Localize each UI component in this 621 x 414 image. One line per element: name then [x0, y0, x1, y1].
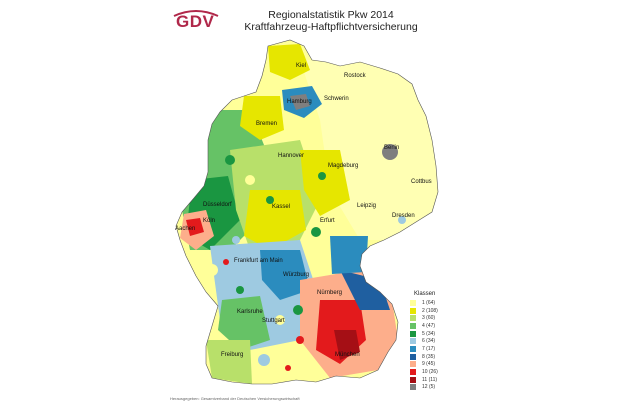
legend-swatch	[410, 353, 416, 360]
legend-item: 10 (26)	[410, 368, 438, 376]
city-label-erfurt: Erfurt	[320, 218, 335, 224]
city-label-aachen: Aachen	[175, 226, 196, 232]
city-label-stuttgart: Stuttgart	[262, 318, 285, 324]
city-label-wuerzburg: Würzburg	[283, 272, 310, 278]
city-label-kassel: Kassel	[272, 204, 291, 210]
legend-item: 11 (11)	[410, 376, 438, 384]
city-label-hannover: Hannover	[278, 153, 305, 159]
legend-label: 1 (64)	[422, 299, 436, 306]
city-label-cottbus: Cottbus	[411, 179, 432, 185]
city-label-dresden: Dresden	[392, 213, 415, 219]
city-label-hamburg: Hamburg	[287, 99, 312, 105]
legend-swatch	[410, 338, 416, 345]
city-label-kiel: Kiel	[296, 63, 307, 69]
legend-swatch	[410, 369, 416, 376]
city-label-magdeburg: Magdeburg	[328, 163, 359, 169]
city-label-koeln: Köln	[203, 218, 216, 224]
legend-item: 2 (108)	[410, 307, 438, 315]
legend-label: 12 (5)	[422, 384, 436, 391]
legend-title: Klassen	[414, 291, 436, 297]
legend-swatch	[410, 322, 416, 329]
legend-label: 2 (108)	[422, 307, 438, 314]
legend-swatch	[410, 315, 416, 322]
legend-swatch	[410, 307, 416, 314]
city-label-nuernberg: Nürnberg	[317, 290, 343, 296]
legend-item: 4 (47)	[410, 322, 438, 330]
legend-swatch	[410, 299, 416, 306]
legend-label: 10 (26)	[422, 369, 438, 376]
legend-item: 6 (34)	[410, 337, 438, 345]
city-label-freiburg: Freiburg	[221, 352, 244, 358]
title-line-1: Regionalstatistik Pkw 2014	[268, 9, 394, 21]
legend-item: 9 (45)	[410, 361, 438, 369]
city-label-karlsruhe: Karlsruhe	[237, 309, 263, 315]
map-title: Regionalstatistik Pkw 2014 Kraftfahrzeug…	[236, 9, 426, 33]
legend-swatch	[410, 384, 416, 391]
legend-label: 4 (47)	[422, 322, 436, 329]
title-line-2: Kraftfahrzeug-Haftpflichtversicherung	[244, 21, 418, 33]
city-label-duesseldorf: Düsseldorf	[203, 202, 232, 208]
legend-rows: 1 (64) 2 (108) 3 (60) 4 (47) 5 (34) 6 (34) 7 (…	[410, 299, 438, 391]
gdv-logo-arc	[173, 10, 219, 17]
legend-swatch	[410, 361, 416, 368]
legend-item: 7 (17)	[410, 345, 438, 353]
legend-label: 7 (17)	[422, 345, 436, 352]
legend-item: 5 (34)	[410, 330, 438, 338]
legend-label: 3 (60)	[422, 315, 436, 322]
legend-label: 6 (34)	[422, 338, 436, 345]
legend: Klassen 1 (64) 2 (108) 3 (60) 4 (47) 5 (34) 6…	[410, 291, 438, 391]
city-label-frankfurt: Frankfurt am Main	[234, 258, 283, 264]
legend-item: 1 (64)	[410, 299, 438, 307]
city-label-bremen: Bremen	[256, 121, 278, 127]
legend-item: 12 (5)	[410, 384, 438, 392]
legend-item: 3 (60)	[410, 314, 438, 322]
legend-swatch	[410, 345, 416, 352]
city-label-berlin: Berlin	[384, 145, 400, 151]
gdv-logo: GDV	[176, 12, 215, 31]
city-label-schwerin: Schwerin	[324, 96, 349, 102]
legend-label: 5 (34)	[422, 330, 436, 337]
legend-label: 9 (45)	[422, 361, 436, 368]
legend-swatch	[410, 330, 416, 337]
legend-label: 11 (11)	[422, 376, 438, 383]
legend-item: 8 (35)	[410, 353, 438, 361]
legend-label: 8 (35)	[422, 353, 436, 360]
credit-text: Herausgegeben: Gesamtverband der Deutsch…	[170, 396, 300, 401]
legend-swatch	[410, 376, 416, 383]
city-label-leipzig: Leipzig	[357, 203, 377, 209]
city-label-rostock: Rostock	[344, 73, 366, 79]
city-label-muenchen: München	[335, 352, 360, 358]
